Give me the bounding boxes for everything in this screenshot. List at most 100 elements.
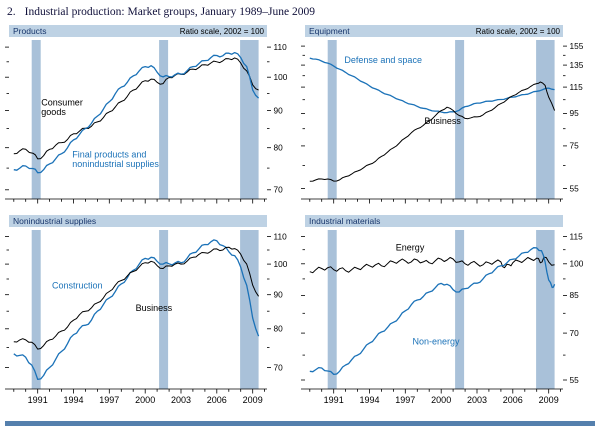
recession-band [455,40,465,199]
figure-bottom-rule [5,421,595,426]
panel-industrial-materials: Industrial materials 55 70 85 100 115 1991 199… [301,215,595,417]
line-business [13,246,260,350]
y-tick-label: 115 [570,82,584,92]
line-business [309,81,556,182]
line-defense-and-space [309,57,555,114]
chart-grid: Products Ratio scale, 2002 = 100 70 80 90 1… [5,25,595,417]
chart-label-consumer-goods: Consumer goods [41,97,83,117]
panel-industrial-materials-plot: 55 70 85 100 115 1991 1994 1997 2000 2003 2006 2009… [301,230,584,405]
x-tick-label: 2003 [467,395,487,405]
recession-band [240,230,259,389]
y-tick-label: 110 [274,42,288,52]
x-tick-label: 1997 [395,395,415,405]
y-axis-labels: 70 80 90 100 110 [274,231,288,372]
y-tick-label: 90 [274,290,284,300]
x-tick-label: 2000 [431,395,451,405]
panel-industrial-materials-title: Industrial materials [309,216,381,226]
chart-label-non-energy: Non-energy [413,337,461,347]
axes [301,45,567,204]
y-tick-label: 115 [570,231,584,241]
figure-title-row: 2. Industrial production: Market groups, … [5,5,595,22]
recession-band [31,230,41,389]
y-tick-label: 70 [274,185,284,195]
chart-label-final-products-and-nonindustrial-supplies: Final products and nonindustrial supplies [72,150,159,170]
x-axis-labels: 1991 1994 1997 2000 2003 2006 2009 [324,395,559,405]
panel-products-scale-note: Ratio scale, 2002 = 100 [179,26,264,36]
chart-label-business: Business [136,303,173,313]
x-tick-label: 1991 [324,395,344,405]
y-tick-label: 100 [274,259,288,269]
x-tick-label: 2009 [243,395,263,405]
panel-equipment-scale-note: Ratio scale, 2002 = 100 [475,26,560,36]
recession-bands [31,40,259,199]
y-axis-labels: 70 80 90 100 110 [274,42,288,195]
recession-band [159,40,169,199]
recession-band [536,40,555,199]
recession-bands [327,40,555,199]
y-tick-label: 90 [274,105,284,115]
x-tick-label: 2006 [207,395,227,405]
x-tick-label: 2006 [503,395,523,405]
line-consumer-goods [13,57,259,160]
panel-nonindustrial-supplies: Nonindustrial supplies 70 80 90 100 110 1991 1… [5,215,299,417]
chart-label-construction: Construction [52,280,103,290]
x-tick-label: 1994 [63,395,83,405]
chart-label-energy: Energy [396,243,425,253]
panel-equipment-title: Equipment [309,26,350,36]
panel-products-title: Products [13,26,47,36]
recession-band [327,230,337,389]
axes [5,236,271,394]
line-construction [13,239,260,381]
recession-band [31,40,41,199]
x-tick-label: 2003 [171,395,191,405]
axes [5,46,271,204]
y-tick-label: 100 [274,72,288,82]
panel-equipment-plot: 55 75 95 115 135 155 Defense and space Business [301,40,584,204]
recession-bands [327,230,555,389]
y-tick-label: 110 [274,231,288,241]
y-tick-label: 85 [570,290,580,300]
line-final-products-and-nonindustrial-supplies [13,51,260,174]
panel-nonindustrial-supplies-title: Nonindustrial supplies [13,216,97,226]
y-tick-label: 55 [570,183,580,193]
line-non-energy [309,247,556,376]
y-tick-label: 70 [274,362,284,372]
y-tick-label: 95 [570,108,580,118]
y-tick-label: 135 [570,60,584,70]
x-tick-label: 2000 [135,395,155,405]
panel-equipment: Equipment Ratio scale, 2002 = 100 55 75 95… [301,25,595,207]
y-tick-label: 75 [570,141,580,151]
panel-equipment-header: Equipment Ratio scale, 2002 = 100 [305,25,563,37]
x-tick-label: 1991 [28,395,48,405]
chart-label-defense-and-space: Defense and space [344,55,422,65]
recession-band [159,230,169,389]
y-axis-labels: 55 70 85 100 115 [570,231,584,384]
recession-band [240,40,259,199]
panel-products-header: Products Ratio scale, 2002 = 100 [9,25,267,37]
panel-industrial-materials-header: Industrial materials [305,215,563,227]
recession-band [455,230,465,389]
y-tick-label: 70 [570,328,580,338]
panel-products: Products Ratio scale, 2002 = 100 70 80 90 1… [5,25,299,207]
panel-nonindustrial-supplies-plot: 70 80 90 100 110 1991 1994 1997 2000 2003 2006 2009… [5,230,288,405]
chart-label-business: Business [424,116,461,126]
recession-band [536,230,555,389]
y-tick-label: 155 [570,41,584,51]
y-tick-label: 80 [274,143,284,153]
x-tick-label: 2009 [539,395,559,405]
panel-products-plot: 70 80 90 100 110 Consumer goods Final products … [5,40,288,204]
axes [301,236,567,394]
line-energy [309,256,555,274]
y-tick-label: 55 [570,375,580,385]
recession-bands [31,230,259,389]
recession-band [327,40,337,199]
x-tick-label: 1997 [99,395,119,405]
figure-title: Industrial production: Market groups, Ja… [24,6,315,18]
x-axis-labels: 1991 1994 1997 2000 2003 2006 2009 [28,395,263,405]
figure-number: 2. [7,6,16,18]
y-tick-label: 100 [570,259,584,269]
x-tick-label: 1994 [359,395,379,405]
y-tick-label: 80 [274,324,284,334]
panel-nonindustrial-supplies-header: Nonindustrial supplies [9,215,267,227]
